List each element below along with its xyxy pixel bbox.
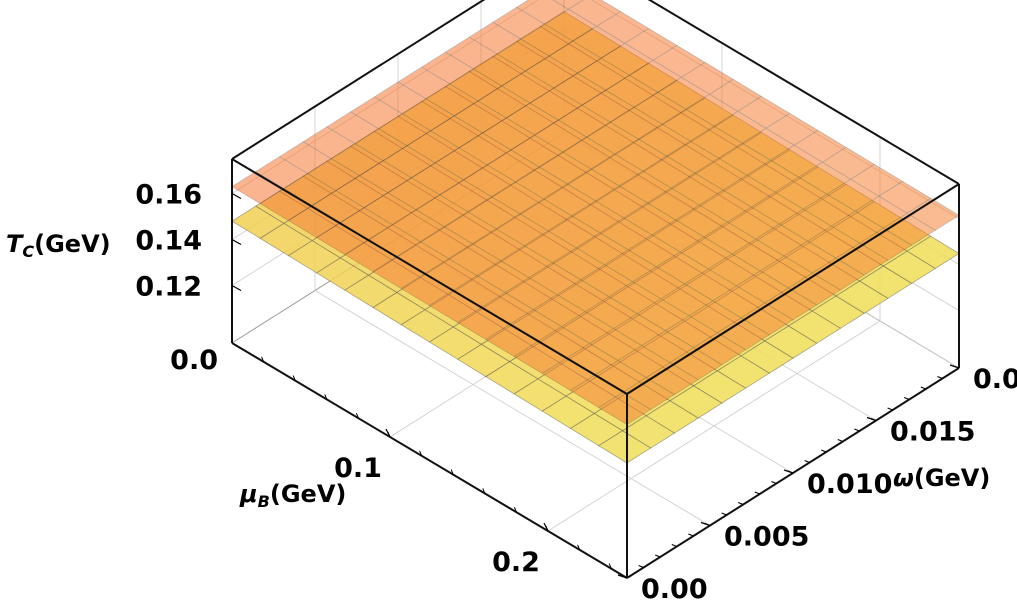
surface-0: [231, 0, 960, 425]
tc-tick-label: 0.12: [135, 272, 202, 303]
tc-axis-label: TC(GeV): [6, 230, 111, 261]
tc-tick: [231, 238, 242, 246]
mub-tick-label: 0.1: [334, 453, 382, 484]
omega-minor-tick: [821, 449, 827, 453]
omega-tick-label: 0.020: [973, 364, 1017, 395]
omega-tick-label: 0.00: [641, 574, 708, 605]
tc-tick-label: 0.14: [135, 226, 202, 257]
omega-tick-label: 0.010: [807, 469, 892, 500]
surface-patch: [598, 430, 652, 464]
surface-patch: [598, 392, 652, 425]
omega-minor-tick: [920, 386, 926, 390]
mub-minor-tick: [482, 488, 486, 494]
box-edge: [231, 0, 486, 160]
grid-line: [314, 290, 711, 526]
mub-minor-tick: [324, 394, 328, 400]
omega-minor-tick: [704, 523, 711, 526]
omega-tick: [949, 364, 960, 369]
mub-tick-label: 0.2: [492, 547, 540, 578]
axis-ticks: [231, 192, 960, 579]
omega-minor-tick: [738, 502, 744, 505]
surface-patch: [692, 332, 747, 366]
mub-minor-tick: [419, 450, 423, 456]
omega-tick-label: 0.015: [890, 417, 975, 448]
box-edge: [231, 342, 628, 579]
mub-minor-tick: [261, 356, 265, 362]
mub-minor-tick: [577, 544, 581, 550]
omega-minor-tick: [721, 512, 727, 516]
mub-minor-tick: [355, 413, 359, 419]
tc-tick: [231, 284, 242, 292]
omega-minor-tick: [937, 376, 943, 379]
omega-minor-tick: [655, 554, 661, 558]
tc-tick-label: 0.16: [135, 180, 202, 211]
tc-tick: [231, 192, 242, 200]
surfaces: [231, 0, 960, 464]
mub-minor-tick: [292, 375, 296, 381]
mub-minor-tick: [545, 525, 549, 532]
tc-tick-label-bottom: 0.0: [170, 345, 218, 376]
mub-axis-label: μB(GeV): [239, 480, 346, 511]
omega-minor-tick: [870, 418, 877, 421]
mub-minor-tick: [513, 507, 517, 513]
box-edge: [647, 0, 960, 185]
box-edge: [626, 183, 960, 395]
mub-minor-tick: [608, 563, 612, 569]
omega-minor-tick: [904, 397, 910, 400]
box-edge: [231, 158, 628, 395]
mub-minor-tick: [387, 431, 391, 438]
omega-tick: [617, 574, 628, 579]
omega-minor-tick: [671, 544, 677, 547]
omega-minor-tick: [688, 533, 694, 537]
surface-patch: [692, 370, 747, 404]
omega-minor-tick: [787, 470, 794, 474]
omega-minor-tick: [754, 491, 760, 495]
omega-minor-tick: [771, 481, 777, 484]
omega-tick-label: 0.005: [724, 522, 809, 553]
omega-minor-tick: [854, 428, 860, 432]
surface-patch: [858, 265, 913, 299]
omega-minor-tick: [804, 460, 810, 463]
omega-axis-label: ω(GeV): [893, 464, 990, 492]
omega-minor-tick: [887, 407, 893, 411]
omega-minor-tick: [638, 565, 644, 568]
omega-minor-tick: [837, 439, 843, 442]
surface-patch: [858, 227, 913, 261]
mub-minor-tick: [450, 469, 454, 475]
